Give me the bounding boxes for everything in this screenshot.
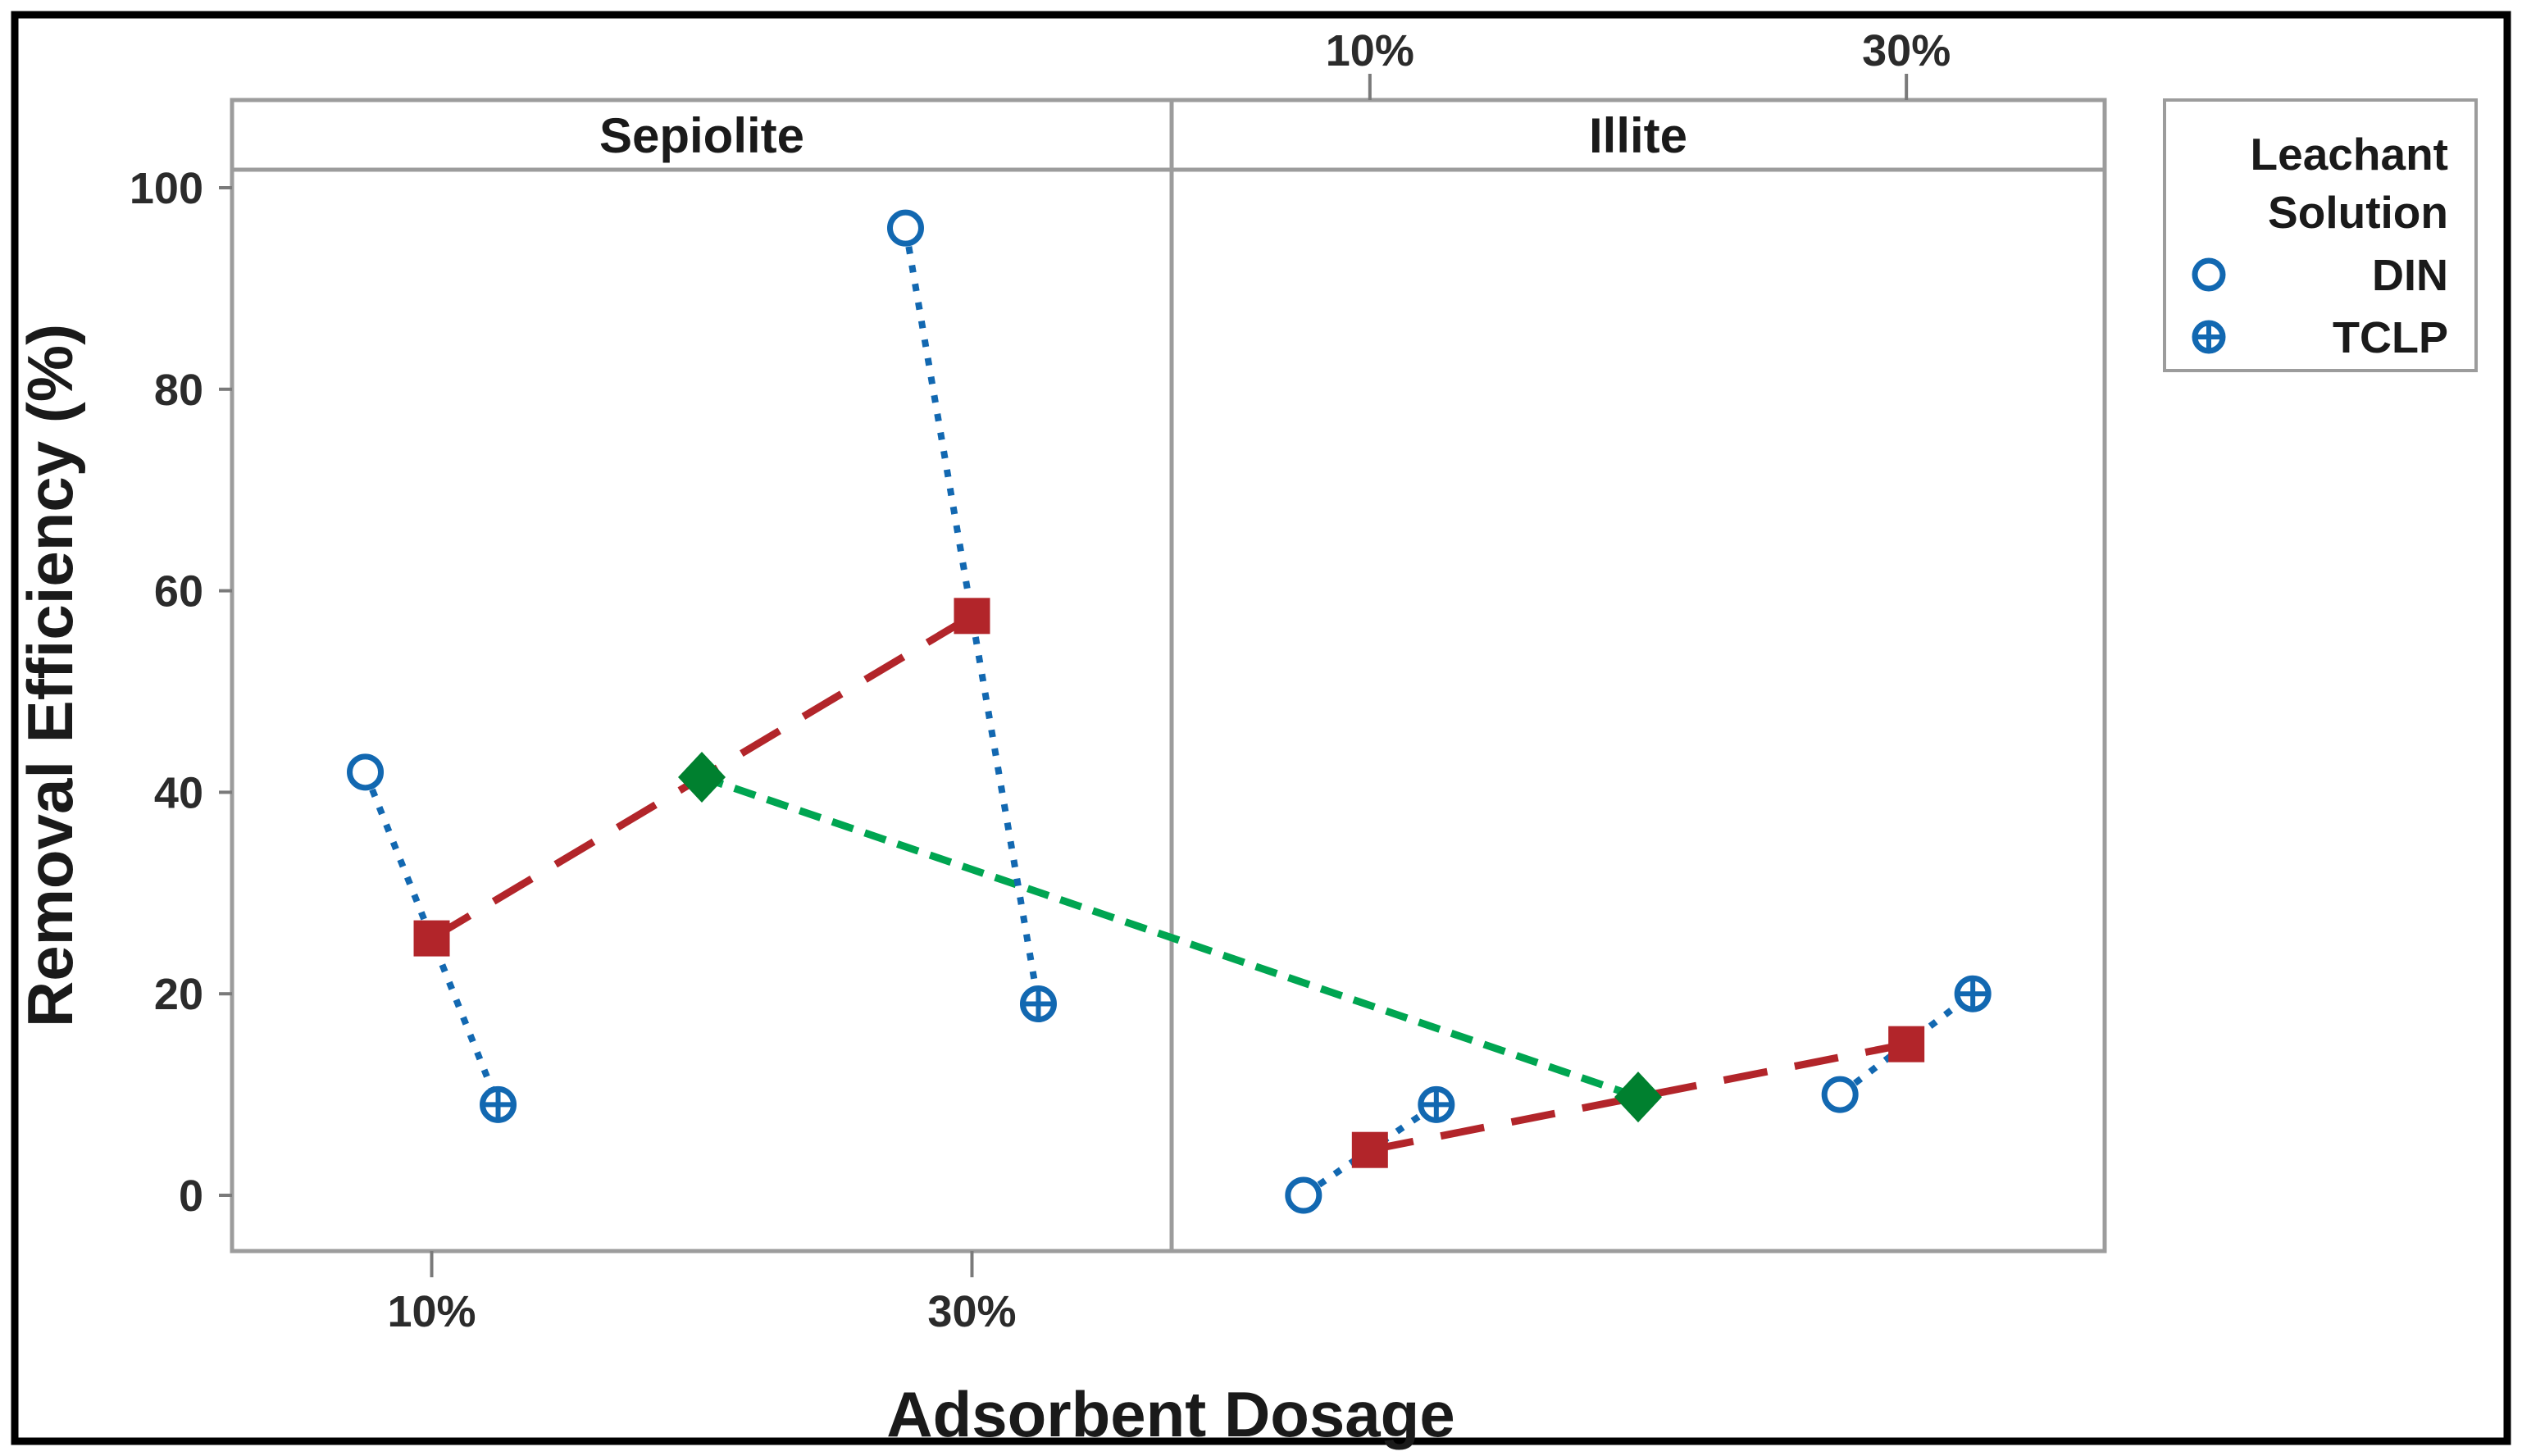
y-tick-label: 60 bbox=[154, 567, 203, 617]
din-point-marker bbox=[1285, 1176, 1322, 1214]
leachant-connector-line bbox=[362, 771, 502, 1106]
legend-title-line1: Leachant bbox=[2251, 129, 2448, 180]
panel-label-sepiolite: Sepiolite bbox=[599, 108, 804, 163]
dosage-mean-square bbox=[1888, 1026, 1925, 1062]
legend-title-line2: Solution bbox=[2268, 187, 2448, 238]
dosage-means-line bbox=[1368, 1040, 1908, 1154]
adsorbent-means-line bbox=[700, 773, 1640, 1101]
x-tick-label-top: 30% bbox=[1862, 26, 1951, 75]
dosage-mean-square bbox=[1351, 1131, 1388, 1168]
y-tick-label: 80 bbox=[154, 366, 203, 415]
y-tick-label: 40 bbox=[154, 768, 203, 817]
plot-border bbox=[230, 98, 2107, 1254]
panel-mean-diamond bbox=[1614, 1072, 1662, 1123]
din-point-marker bbox=[347, 753, 385, 791]
leachant-connector-line bbox=[1837, 991, 1975, 1098]
legend-label-din: DIN bbox=[2372, 251, 2448, 300]
x-tick-label-bottom: 30% bbox=[927, 1287, 1016, 1336]
x-tick-label-bottom: 10% bbox=[387, 1287, 476, 1336]
legend-din-marker-open-circle-icon bbox=[2192, 257, 2226, 292]
dosage-mean-square bbox=[413, 920, 450, 957]
y-axis-title: Removal Efficiency (%) bbox=[14, 324, 86, 1027]
figure-border bbox=[11, 11, 2511, 1445]
x-axis-title: Adsorbent Dosage bbox=[886, 1378, 1454, 1450]
x-tick-label-top: 10% bbox=[1326, 26, 1414, 75]
legend-label-tclp: TCLP bbox=[2333, 313, 2448, 362]
dosage-mean-square bbox=[954, 598, 990, 635]
y-tick-label: 20 bbox=[154, 970, 203, 1019]
panel-label-illite: Illite bbox=[1589, 108, 1687, 163]
din-point-marker bbox=[1821, 1076, 1859, 1113]
din-point-marker bbox=[886, 209, 924, 247]
panel-mean-diamond bbox=[678, 751, 726, 803]
y-tick-label: 0 bbox=[179, 1172, 203, 1221]
y-tick-label: 100 bbox=[130, 164, 203, 213]
